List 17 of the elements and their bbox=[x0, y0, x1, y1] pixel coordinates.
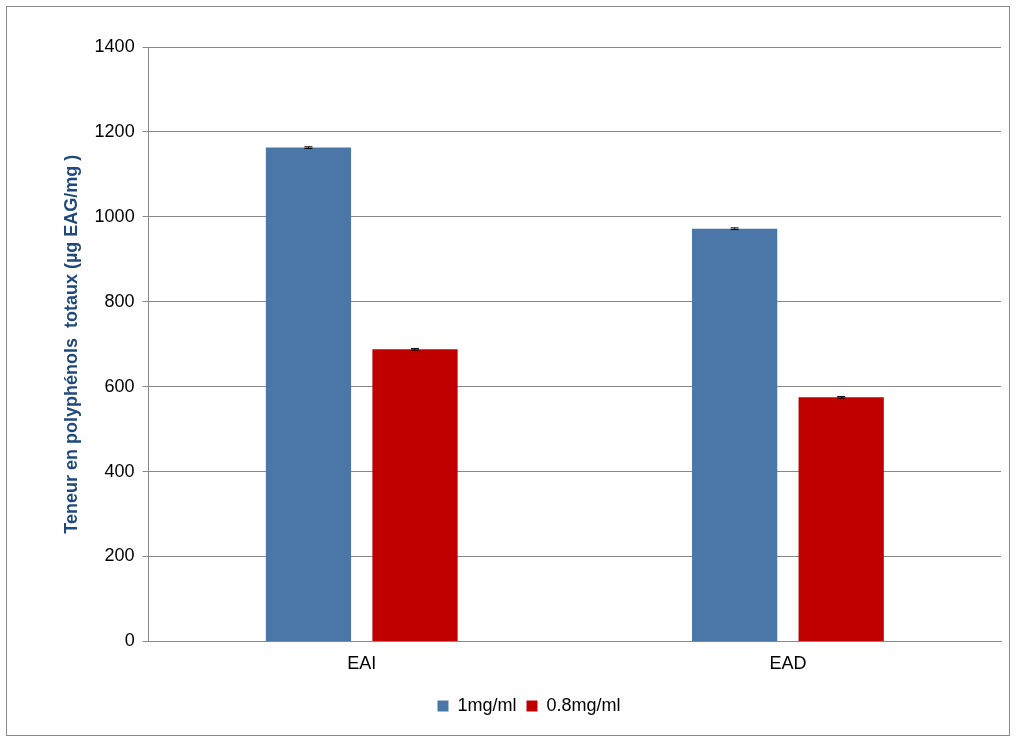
bar bbox=[692, 228, 778, 641]
bar bbox=[798, 397, 884, 641]
legend-label: 1mg/ml bbox=[457, 694, 517, 715]
legend-label: 0.8mg/ml bbox=[546, 694, 621, 715]
x-tick-label: EAD bbox=[769, 653, 807, 674]
y-tick-label: 200 bbox=[104, 545, 135, 566]
x-tick-label: EAI bbox=[347, 653, 377, 674]
y-tick-label: 400 bbox=[104, 460, 135, 481]
y-tick-label: 1200 bbox=[94, 120, 135, 141]
y-tick-label: 600 bbox=[104, 375, 135, 396]
bar bbox=[265, 147, 352, 641]
y-tick-label: 800 bbox=[104, 290, 135, 311]
y-tick-label: 0 bbox=[124, 630, 135, 651]
y-tick-label: 1400 bbox=[94, 35, 135, 56]
y-tick-label: 1000 bbox=[94, 205, 135, 226]
bar bbox=[372, 349, 458, 641]
y-axis-title: Teneur en polyphénols totaux (µg EAG/mg ) bbox=[60, 154, 81, 534]
